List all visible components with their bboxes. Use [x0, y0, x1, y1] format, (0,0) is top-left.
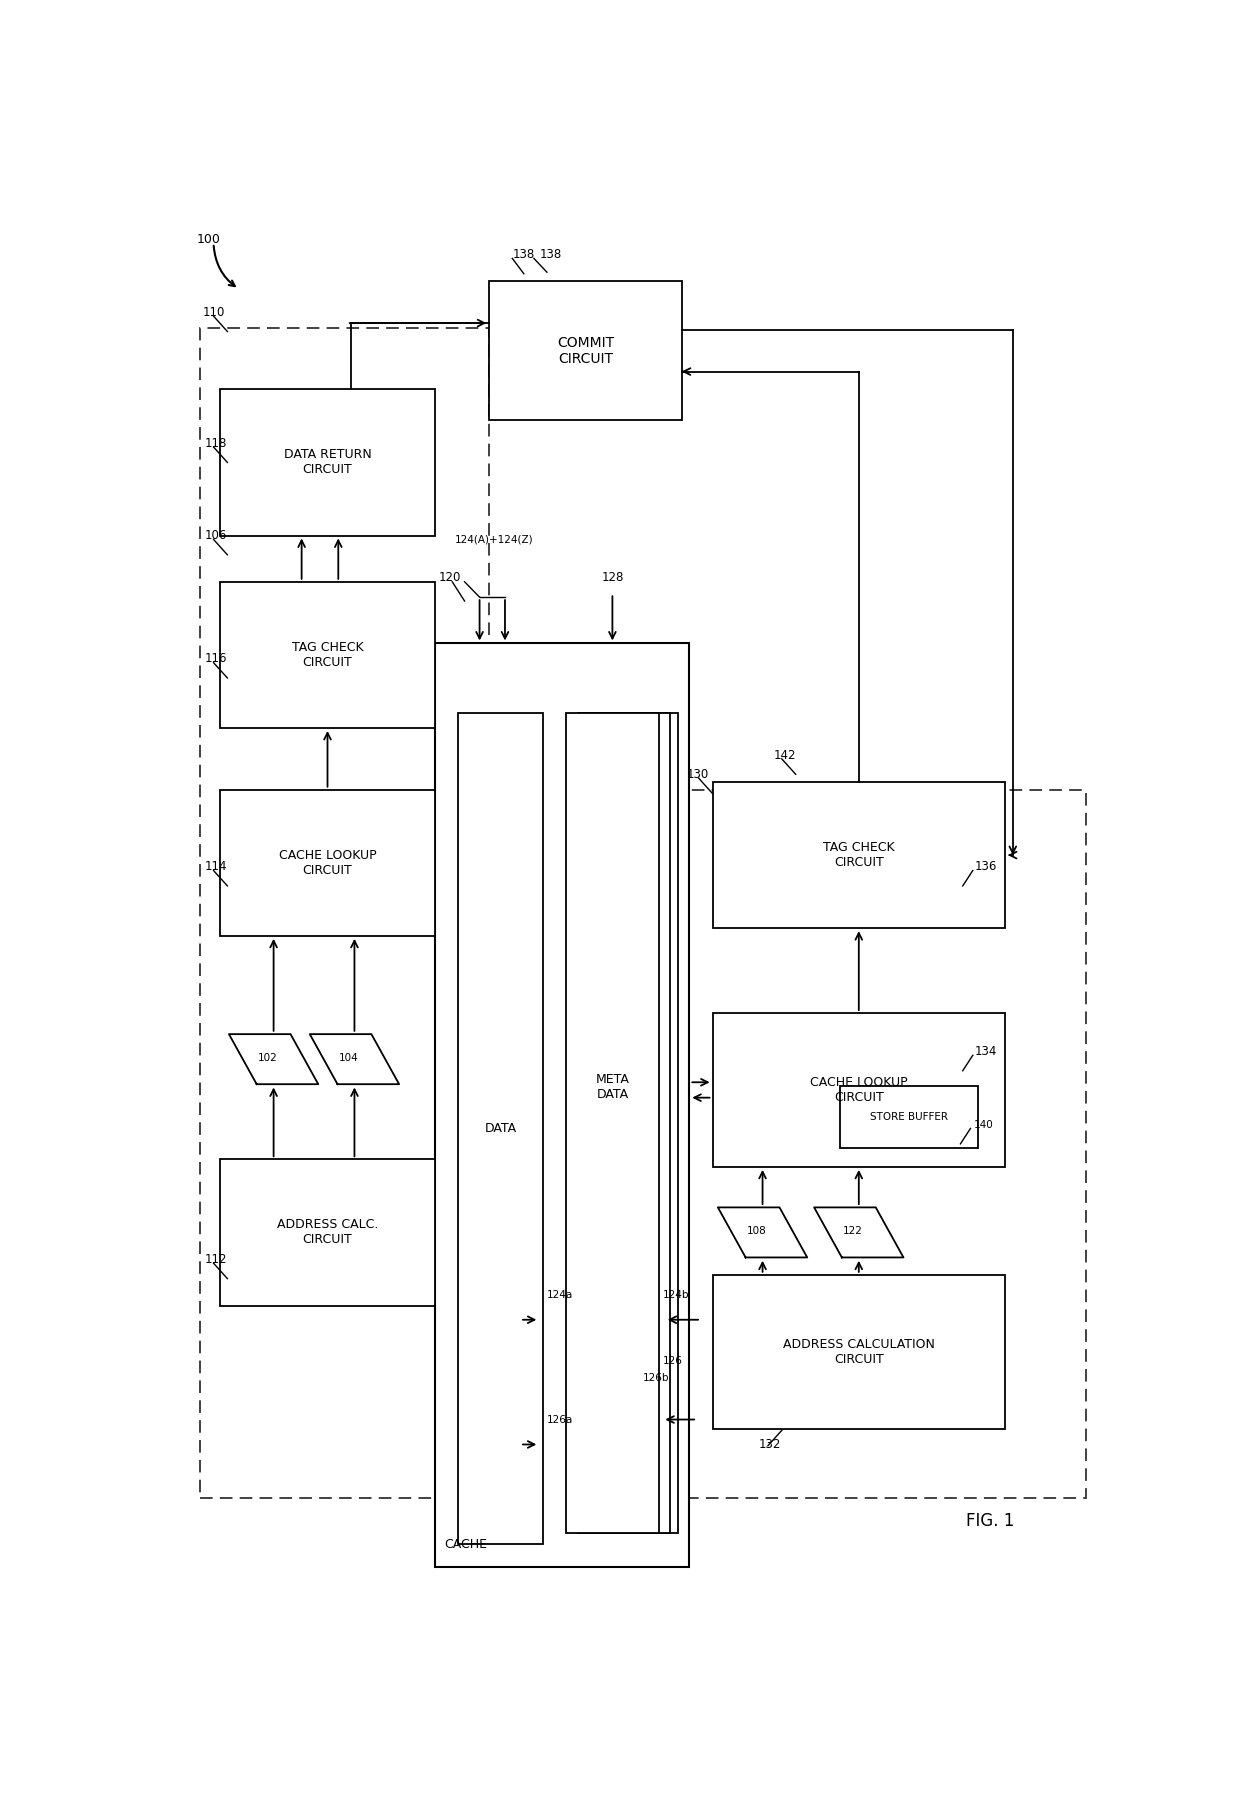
Bar — [201, 328, 490, 1498]
Bar — [686, 790, 1086, 1498]
Text: 126b: 126b — [644, 1372, 670, 1383]
Text: 114: 114 — [205, 859, 227, 874]
Text: 100: 100 — [197, 232, 221, 245]
Text: 132: 132 — [759, 1438, 781, 1450]
Text: CACHE LOOKUP
CIRCUIT: CACHE LOOKUP CIRCUIT — [279, 848, 376, 877]
Text: 112: 112 — [205, 1253, 227, 1265]
Polygon shape — [229, 1033, 319, 1084]
Text: DATA RETURN
CIRCUIT: DATA RETURN CIRCUIT — [284, 448, 371, 477]
Bar — [839, 1086, 978, 1148]
Text: 128: 128 — [601, 571, 624, 584]
Text: CACHE: CACHE — [444, 1537, 487, 1550]
Bar — [459, 713, 543, 1545]
Text: ADDRESS CALCULATION
CIRCUIT: ADDRESS CALCULATION CIRCUIT — [782, 1338, 935, 1365]
Bar — [490, 281, 682, 421]
Text: COMMIT
CIRCUIT: COMMIT CIRCUIT — [557, 335, 614, 366]
Bar — [567, 713, 658, 1532]
Text: TAG CHECK
CIRCUIT: TAG CHECK CIRCUIT — [823, 841, 894, 868]
Bar — [435, 644, 689, 1568]
Text: 126a: 126a — [547, 1414, 573, 1425]
Text: 138: 138 — [512, 248, 534, 261]
Bar — [713, 781, 1006, 928]
Polygon shape — [815, 1207, 904, 1258]
Text: ADDRESS CALC.
CIRCUIT: ADDRESS CALC. CIRCUIT — [277, 1218, 378, 1246]
Text: 108: 108 — [746, 1226, 766, 1236]
Text: 138: 138 — [539, 248, 562, 261]
Text: 116: 116 — [205, 653, 227, 665]
Text: 122: 122 — [843, 1226, 863, 1236]
Text: 136: 136 — [975, 859, 997, 874]
Text: TAG CHECK
CIRCUIT: TAG CHECK CIRCUIT — [291, 642, 363, 669]
Text: 124(A)+124(Z): 124(A)+124(Z) — [455, 535, 533, 544]
Text: FIG. 1: FIG. 1 — [966, 1512, 1014, 1530]
Bar — [219, 582, 435, 729]
Text: 124a: 124a — [547, 1289, 573, 1300]
Bar — [219, 390, 435, 535]
Text: META
DATA: META DATA — [595, 1073, 630, 1100]
Bar — [585, 713, 678, 1532]
Text: 118: 118 — [205, 437, 227, 450]
Text: 142: 142 — [774, 749, 796, 761]
Bar — [219, 790, 435, 936]
Bar — [713, 1013, 1006, 1168]
Text: 106: 106 — [205, 529, 227, 542]
Text: 140: 140 — [975, 1120, 994, 1129]
Bar — [219, 1159, 435, 1305]
Text: DATA: DATA — [485, 1122, 517, 1135]
Bar — [578, 713, 670, 1532]
Text: CACHE LOOKUP
CIRCUIT: CACHE LOOKUP CIRCUIT — [810, 1075, 908, 1104]
Text: STORE BUFFER: STORE BUFFER — [869, 1111, 947, 1122]
Text: 120: 120 — [439, 571, 461, 584]
Text: 102: 102 — [258, 1053, 278, 1062]
Text: 134: 134 — [975, 1044, 997, 1059]
Bar — [713, 1275, 1006, 1429]
Polygon shape — [718, 1207, 807, 1258]
Polygon shape — [310, 1033, 399, 1084]
Text: 110: 110 — [203, 306, 226, 319]
Text: 126: 126 — [662, 1356, 682, 1367]
Text: 130: 130 — [687, 767, 709, 781]
Text: 124b: 124b — [662, 1289, 689, 1300]
Text: 104: 104 — [339, 1053, 358, 1062]
